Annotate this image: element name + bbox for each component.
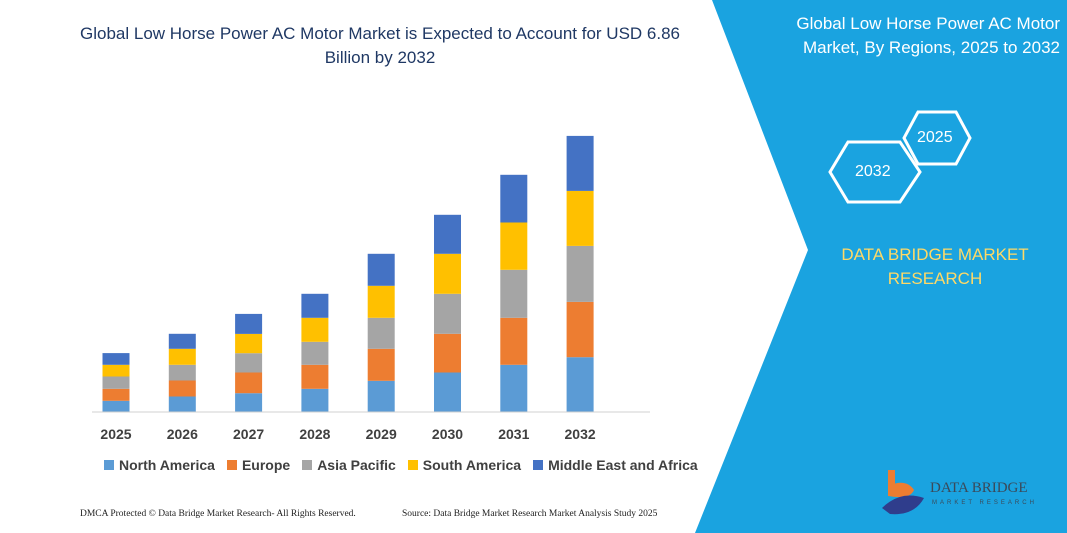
footer-source: Source: Data Bridge Market Research Mark… xyxy=(402,509,658,519)
bar-2025-south-america xyxy=(102,364,130,377)
bar-2031-south-america xyxy=(500,222,528,270)
bar-2032-asia-pacific xyxy=(566,245,594,302)
bar-2031-north-america xyxy=(500,364,528,412)
bar-2032-south-america xyxy=(566,190,594,246)
hexagon-2032 xyxy=(828,140,922,204)
x-tick-label: 2030 xyxy=(432,426,463,442)
logo-subtext: MARKET RESEARCH xyxy=(932,500,1037,506)
legend-swatch xyxy=(104,460,114,470)
bar-2032-middle-east-and-africa xyxy=(566,135,594,191)
bar-2028-europe xyxy=(301,364,329,389)
data-bridge-logo: DATA BRIDGE MARKET RESEARCH xyxy=(880,468,1050,523)
bar-2029-middle-east-and-africa xyxy=(367,253,395,286)
x-tick-label: 2031 xyxy=(498,426,529,442)
legend-item: Europe xyxy=(226,457,291,473)
x-tick-label: 2032 xyxy=(565,426,596,442)
x-tick-label: 2029 xyxy=(366,426,397,442)
legend-item: Asia Pacific xyxy=(302,457,396,473)
legend: North America Europe Asia Pacific South Ame… xyxy=(104,457,698,473)
bar-2028-middle-east-and-africa xyxy=(301,293,329,318)
hex-label-2025: 2025 xyxy=(917,129,953,146)
x-tick-label: 2026 xyxy=(167,426,198,442)
bar-2031-europe xyxy=(500,317,528,365)
bar-2031-asia-pacific xyxy=(500,269,528,318)
bar-2025-asia-pacific xyxy=(102,376,130,389)
x-tick-label: 2027 xyxy=(233,426,264,442)
x-tick-label: 2028 xyxy=(299,426,330,442)
legend-swatch xyxy=(407,460,418,470)
bar-2026-asia-pacific xyxy=(168,364,196,381)
bar-2029-south-america xyxy=(367,285,395,318)
bar-2029-north-america xyxy=(367,380,395,412)
chart-title: Global Low Horse Power AC Motor Market i… xyxy=(80,24,680,67)
bar-2027-south-america xyxy=(235,333,263,354)
legend-label: Europe xyxy=(241,457,291,473)
bar-2029-asia-pacific xyxy=(367,317,395,349)
bar-2029-europe xyxy=(367,348,395,381)
legend-label: South America xyxy=(422,457,522,473)
bar-2028-north-america xyxy=(301,388,329,412)
bar-2030-asia-pacific xyxy=(434,293,461,334)
legend-swatch xyxy=(226,460,237,470)
footer-copyright: DMCA Protected © Data Bridge Market Rese… xyxy=(80,509,356,519)
side-panel-title: Global Low Horse Power AC Motor Market, … xyxy=(796,14,1060,57)
bar-2031-middle-east-and-africa xyxy=(500,174,528,223)
bar-2027-europe xyxy=(235,372,263,394)
bar-2028-south-america xyxy=(301,317,329,342)
bar-2030-middle-east-and-africa xyxy=(434,214,461,254)
bar-2025-middle-east-and-africa xyxy=(102,353,130,365)
bar-2030-europe xyxy=(434,333,461,373)
legend-swatch xyxy=(302,460,313,470)
brand-text: DATA BRIDGE MARKET RESEARCH xyxy=(841,245,1029,288)
bar-2032-north-america xyxy=(566,357,594,412)
bar-2028-asia-pacific xyxy=(301,341,329,365)
bar-2026-europe xyxy=(168,380,196,397)
legend-item: North America xyxy=(104,457,215,473)
bar-2032-europe xyxy=(566,301,594,358)
bar-2030-north-america xyxy=(434,372,461,412)
bar-2027-north-america xyxy=(235,393,263,412)
bar-2026-middle-east-and-africa xyxy=(168,333,196,349)
hex-label-2032: 2032 xyxy=(855,163,891,180)
bar-2030-south-america xyxy=(434,253,461,294)
legend-item: South America xyxy=(407,457,522,473)
bar-2025-north-america xyxy=(102,400,130,412)
legend-label: Middle East and Africa xyxy=(548,457,698,473)
legend-item: Middle East and Africa xyxy=(533,457,698,473)
logo-text: DATA BRIDGE xyxy=(930,480,1028,496)
bar-2025-europe xyxy=(102,388,130,401)
x-tick-label: 2025 xyxy=(100,426,131,442)
bar-2026-south-america xyxy=(168,348,196,365)
bar-2027-asia-pacific xyxy=(235,353,263,373)
legend-label: North America xyxy=(119,457,215,473)
hexagon-2025 xyxy=(902,110,972,166)
bar-2026-north-america xyxy=(168,396,196,412)
legend-swatch xyxy=(533,460,544,470)
bar-2027-middle-east-and-africa xyxy=(235,313,263,334)
legend-label: Asia Pacific xyxy=(317,457,396,473)
